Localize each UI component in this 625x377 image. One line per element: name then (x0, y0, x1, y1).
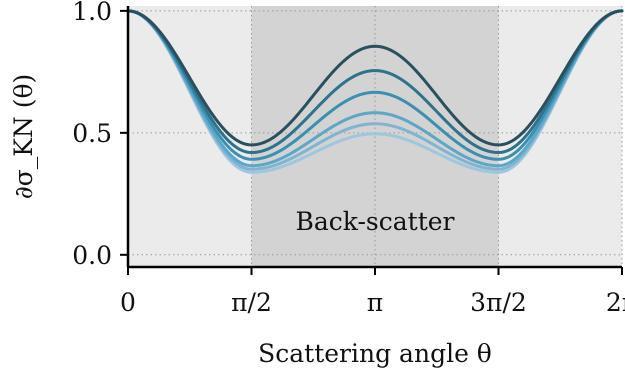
series-line-3 (126, 9, 624, 161)
back-scatter-label: Back-scatter (295, 207, 454, 236)
series-lines (126, 9, 624, 174)
tick-labels: 0 π/2 π 3π/2 2π 0.0 0.5 1.0 (72, 0, 625, 317)
x-tick-label-2: π (367, 288, 383, 317)
series-line-2 (126, 9, 624, 168)
x-tick-label-0: 0 (120, 288, 136, 317)
x-axis-label: Scattering angle θ (258, 339, 492, 368)
y-tick-label-2: 1.0 (72, 0, 112, 26)
y-axis-label: ∂σ_KN (θ) (9, 74, 38, 200)
series-line-4 (126, 9, 624, 155)
series-line-5 (126, 9, 624, 147)
x-tick-label-4: 2π (606, 288, 625, 317)
x-tick-label-1: π/2 (231, 288, 272, 317)
x-tick-label-3: 3π/2 (470, 288, 527, 317)
y-tick-label-1: 0.5 (72, 119, 112, 148)
y-tick-label-0: 0.0 (72, 241, 112, 270)
